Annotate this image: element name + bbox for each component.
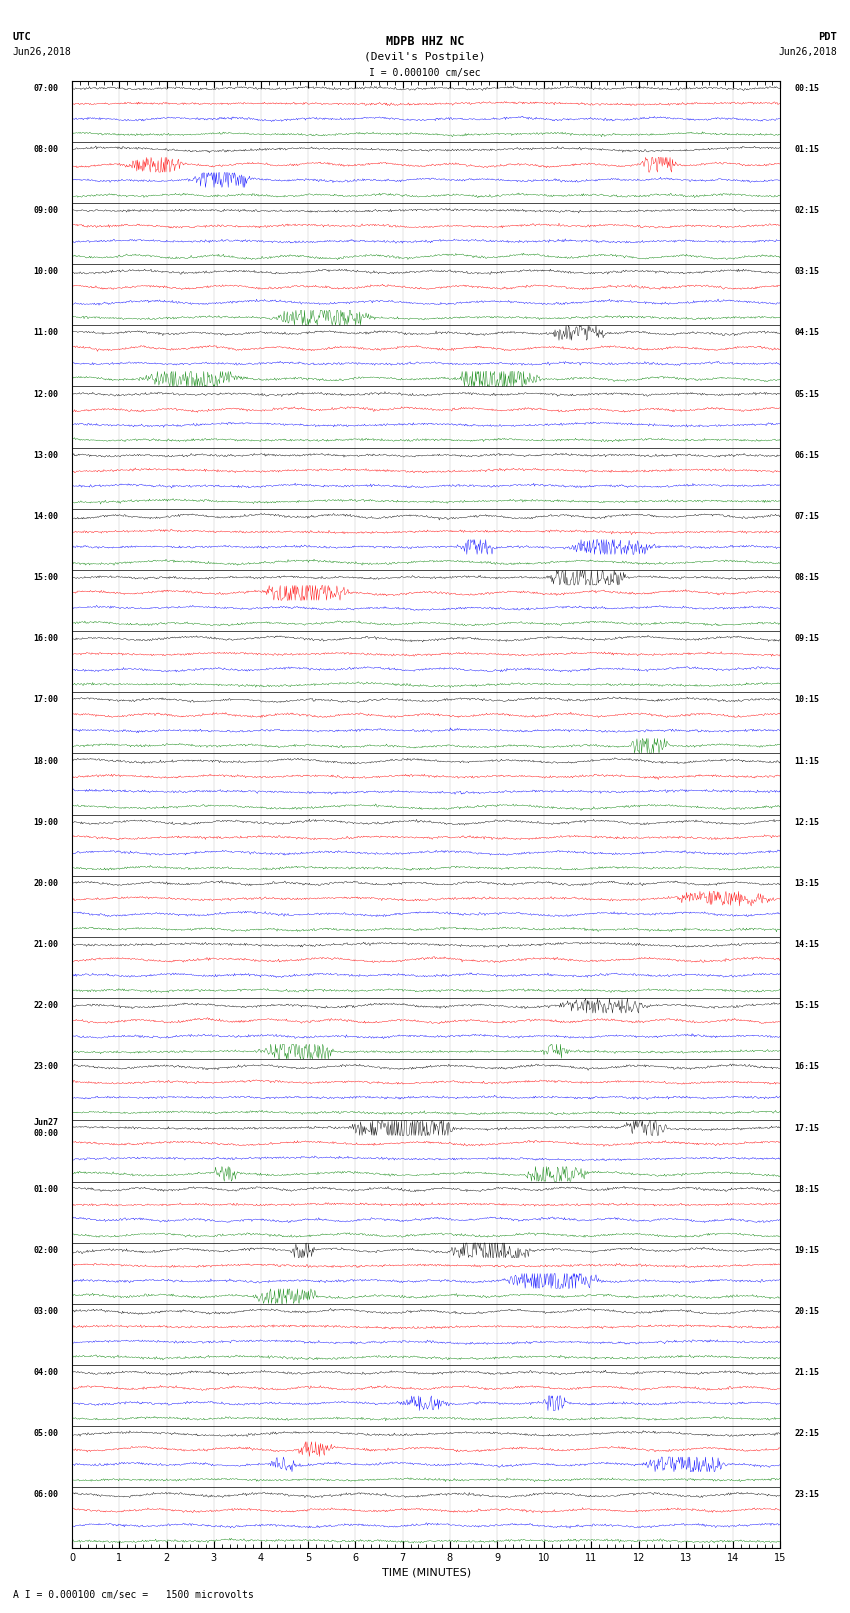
Text: 08:15: 08:15 <box>795 573 819 582</box>
Text: Jun26,2018: Jun26,2018 <box>779 47 837 56</box>
Text: 03:15: 03:15 <box>795 268 819 276</box>
Text: MDPB HHZ NC: MDPB HHZ NC <box>386 35 464 48</box>
Text: 02:15: 02:15 <box>795 206 819 215</box>
Text: 14:15: 14:15 <box>795 940 819 948</box>
Text: 05:00: 05:00 <box>33 1429 58 1439</box>
Text: 22:00: 22:00 <box>33 1002 58 1010</box>
Text: 04:15: 04:15 <box>795 329 819 337</box>
Text: 16:15: 16:15 <box>795 1063 819 1071</box>
Text: 00:15: 00:15 <box>795 84 819 94</box>
Text: 18:00: 18:00 <box>33 756 58 766</box>
Text: 03:00: 03:00 <box>33 1307 58 1316</box>
Text: 14:00: 14:00 <box>33 511 58 521</box>
Text: 19:15: 19:15 <box>795 1245 819 1255</box>
Text: 12:15: 12:15 <box>795 818 819 827</box>
Text: 13:15: 13:15 <box>795 879 819 887</box>
Text: 21:15: 21:15 <box>795 1368 819 1378</box>
Text: 21:00: 21:00 <box>33 940 58 948</box>
Text: 02:00: 02:00 <box>33 1245 58 1255</box>
Text: 04:00: 04:00 <box>33 1368 58 1378</box>
Text: 18:15: 18:15 <box>795 1184 819 1194</box>
Text: 15:15: 15:15 <box>795 1002 819 1010</box>
Text: 12:00: 12:00 <box>33 390 58 398</box>
Text: A I = 0.000100 cm/sec =   1500 microvolts: A I = 0.000100 cm/sec = 1500 microvolts <box>13 1590 253 1600</box>
Text: 20:15: 20:15 <box>795 1307 819 1316</box>
Text: Jun27
00:00: Jun27 00:00 <box>33 1118 58 1137</box>
Text: 19:00: 19:00 <box>33 818 58 827</box>
Text: 15:00: 15:00 <box>33 573 58 582</box>
X-axis label: TIME (MINUTES): TIME (MINUTES) <box>382 1568 471 1578</box>
Text: UTC: UTC <box>13 32 31 42</box>
Text: 05:15: 05:15 <box>795 390 819 398</box>
Text: 11:00: 11:00 <box>33 329 58 337</box>
Text: PDT: PDT <box>819 32 837 42</box>
Text: Jun26,2018: Jun26,2018 <box>13 47 71 56</box>
Text: (Devil's Postpile): (Devil's Postpile) <box>365 52 485 61</box>
Text: 13:00: 13:00 <box>33 450 58 460</box>
Text: 07:15: 07:15 <box>795 511 819 521</box>
Text: 16:00: 16:00 <box>33 634 58 644</box>
Text: 10:00: 10:00 <box>33 268 58 276</box>
Text: 22:15: 22:15 <box>795 1429 819 1439</box>
Text: 01:00: 01:00 <box>33 1184 58 1194</box>
Text: 23:15: 23:15 <box>795 1490 819 1500</box>
Text: 09:00: 09:00 <box>33 206 58 215</box>
Text: 01:15: 01:15 <box>795 145 819 153</box>
Text: 11:15: 11:15 <box>795 756 819 766</box>
Text: I = 0.000100 cm/sec: I = 0.000100 cm/sec <box>369 68 481 77</box>
Text: 08:00: 08:00 <box>33 145 58 153</box>
Text: 23:00: 23:00 <box>33 1063 58 1071</box>
Text: 20:00: 20:00 <box>33 879 58 887</box>
Text: 06:15: 06:15 <box>795 450 819 460</box>
Text: 06:00: 06:00 <box>33 1490 58 1500</box>
Text: 07:00: 07:00 <box>33 84 58 94</box>
Text: 10:15: 10:15 <box>795 695 819 705</box>
Text: 17:00: 17:00 <box>33 695 58 705</box>
Text: 17:15: 17:15 <box>795 1124 819 1132</box>
Text: 09:15: 09:15 <box>795 634 819 644</box>
